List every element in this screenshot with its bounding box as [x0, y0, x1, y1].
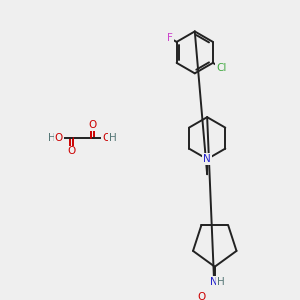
Text: O: O [197, 292, 206, 300]
Text: Cl: Cl [216, 63, 226, 73]
Text: H: H [109, 133, 117, 143]
Text: F: F [167, 33, 173, 43]
Text: H: H [48, 133, 56, 143]
Text: H: H [217, 277, 224, 287]
Text: O: O [68, 146, 76, 157]
Text: N: N [203, 154, 211, 164]
Text: O: O [54, 133, 63, 143]
Text: N: N [210, 277, 218, 287]
Text: O: O [89, 120, 97, 130]
Text: O: O [102, 133, 110, 143]
